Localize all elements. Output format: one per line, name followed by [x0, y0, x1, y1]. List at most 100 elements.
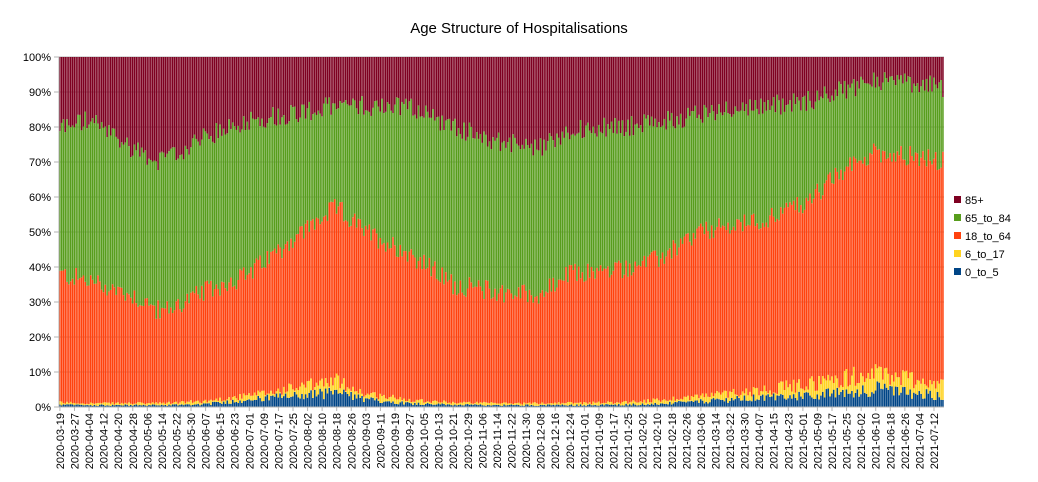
- bar-segment-65-to-84: [771, 105, 773, 208]
- bar-segment-6-to-17: [940, 379, 942, 400]
- bar-segment-18-to-64: [743, 214, 746, 394]
- bar-segment-18-to-64: [692, 232, 695, 397]
- bar-segment-65-to-84: [698, 114, 700, 227]
- day-bar: [920, 57, 922, 407]
- bar-segment-65-to-84: [477, 138, 480, 281]
- bar-segment-65-to-84: [111, 128, 114, 285]
- bar-segment-18-to-64: [825, 180, 828, 381]
- day-bar: [579, 57, 582, 407]
- bar-segment-0-to-5: [712, 398, 715, 407]
- bar-segment-6-to-17: [938, 383, 941, 398]
- bar-segment-18-to-64: [696, 228, 698, 395]
- bar-segment-65-to-84: [876, 76, 879, 150]
- bar-segment-65-to-84: [872, 72, 875, 144]
- bar-segment-65-to-84: [454, 118, 456, 282]
- day-bar: [530, 57, 533, 407]
- bar-segment-65-to-84: [139, 156, 141, 306]
- bar-segment-65-to-84: [465, 140, 467, 297]
- bar-segment-6-to-17: [364, 395, 367, 399]
- bar-segment-85plus: [539, 57, 542, 139]
- day-bar: [499, 57, 502, 407]
- day-bar: [253, 57, 256, 407]
- bar-segment-6-to-17: [250, 395, 252, 401]
- bar-segment-85plus: [752, 57, 755, 111]
- bar-segment-6-to-17: [506, 403, 509, 406]
- day-bar: [204, 57, 207, 407]
- bar-segment-85plus: [916, 57, 919, 84]
- bar-segment-0-to-5: [860, 394, 862, 407]
- bar-segment-85plus: [645, 57, 647, 119]
- bar-segment-18-to-64: [512, 298, 514, 404]
- bar-segment-0-to-5: [190, 405, 192, 407]
- day-bar: [840, 57, 842, 407]
- bar-segment-65-to-84: [450, 130, 453, 275]
- day-bar: [865, 57, 868, 407]
- bar-segment-0-to-5: [883, 383, 886, 407]
- bar-segment-6-to-17: [450, 403, 453, 406]
- bar-segment-65-to-84: [364, 110, 367, 226]
- bar-segment-6-to-17: [931, 384, 933, 398]
- day-bar: [219, 57, 221, 407]
- day-bar: [872, 57, 875, 407]
- bar-segment-65-to-84: [887, 82, 890, 158]
- bar-segment-65-to-84: [556, 133, 558, 288]
- bar-segment-18-to-64: [202, 300, 205, 401]
- bar-segment-65-to-84: [807, 91, 809, 201]
- bar-segment-18-to-64: [175, 301, 178, 402]
- bar-segment-6-to-17: [368, 394, 371, 400]
- bar-segment-18-to-64: [889, 153, 891, 385]
- day-bar: [687, 57, 689, 407]
- bar-segment-0-to-5: [186, 404, 188, 407]
- bar-segment-85plus: [312, 57, 314, 115]
- bar-segment-65-to-84: [628, 135, 631, 264]
- bar-segment-0-to-5: [816, 394, 819, 407]
- bar-segment-0-to-5: [157, 405, 159, 407]
- bar-segment-65-to-84: [911, 92, 913, 157]
- bar-segment-18-to-64: [401, 256, 403, 401]
- bar-segment-6-to-17: [397, 399, 400, 405]
- bar-segment-65-to-84: [614, 118, 616, 263]
- bar-segment-65-to-84: [792, 93, 795, 201]
- bar-segment-6-to-17: [463, 401, 465, 406]
- bar-segment-0-to-5: [545, 405, 547, 407]
- bar-segment-0-to-5: [627, 405, 629, 407]
- bar-segment-18-to-64: [610, 274, 613, 402]
- bar-segment-65-to-84: [412, 115, 414, 255]
- bar-segment-6-to-17: [59, 401, 61, 405]
- bar-segment-65-to-84: [885, 77, 888, 160]
- bar-segment-65-to-84: [366, 110, 369, 230]
- bar-segment-65-to-84: [618, 120, 620, 261]
- day-bar: [907, 57, 910, 407]
- bar-segment-6-to-17: [66, 401, 68, 405]
- bar-segment-85plus: [781, 57, 784, 99]
- x-tick-label: 2021-02-26: [681, 413, 693, 469]
- bar-segment-0-to-5: [796, 400, 799, 407]
- day-bar: [874, 57, 877, 407]
- day-bar: [792, 57, 795, 407]
- day-bar: [771, 57, 773, 407]
- bar-segment-0-to-5: [275, 393, 278, 407]
- bar-segment-65-to-84: [856, 81, 859, 163]
- bar-segment-85plus: [326, 57, 329, 104]
- bar-segment-85plus: [255, 57, 258, 120]
- bar-segment-85plus: [772, 57, 775, 98]
- bar-segment-65-to-84: [774, 112, 777, 222]
- bar-segment-6-to-17: [213, 400, 216, 402]
- bar-segment-18-to-64: [361, 228, 363, 394]
- day-bar: [796, 57, 799, 407]
- day-bar: [463, 57, 465, 407]
- bar-segment-0-to-5: [450, 405, 453, 407]
- bar-segment-65-to-84: [645, 118, 647, 267]
- bar-segment-85plus: [206, 57, 209, 134]
- bar-segment-85plus: [705, 57, 707, 108]
- bar-segment-65-to-84: [503, 140, 505, 303]
- bar-segment-85plus: [295, 57, 298, 120]
- bar-segment-85plus: [792, 57, 795, 94]
- bar-segment-85plus: [829, 57, 831, 103]
- bar-segment-85plus: [561, 57, 564, 132]
- bar-segment-6-to-17: [612, 403, 615, 405]
- bar-segment-65-to-84: [277, 108, 280, 245]
- bar-segment-0-to-5: [463, 405, 465, 407]
- bar-segment-18-to-64: [162, 308, 165, 403]
